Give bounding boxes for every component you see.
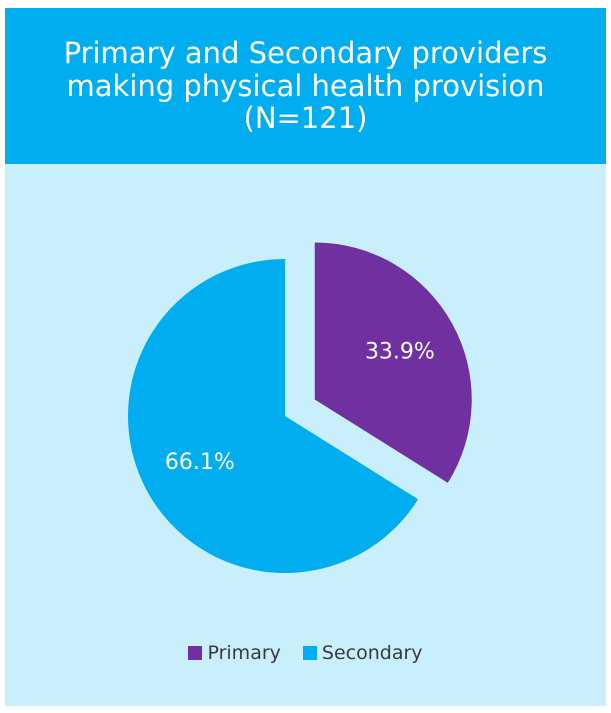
legend-swatch-secondary [303, 646, 317, 660]
legend-item-secondary: Secondary [303, 642, 423, 664]
chart-title: Primary and Secondary providers making p… [26, 37, 586, 134]
chart-legend: Primary Secondary [5, 642, 606, 664]
legend-label-secondary: Secondary [322, 642, 423, 664]
chart-card: Primary and Secondary providers making p… [5, 8, 606, 706]
data-label-secondary: 66.1% [165, 450, 235, 475]
pie-chart: 33.9% 66.1% [5, 164, 606, 634]
legend-item-primary: Primary [188, 642, 280, 664]
legend-swatch-primary [188, 646, 202, 660]
legend-label-primary: Primary [207, 642, 280, 664]
data-label-primary: 33.9% [365, 339, 435, 364]
chart-header: Primary and Secondary providers making p… [5, 8, 606, 164]
chart-area: 33.9% 66.1% Primary Secondary [5, 164, 606, 706]
